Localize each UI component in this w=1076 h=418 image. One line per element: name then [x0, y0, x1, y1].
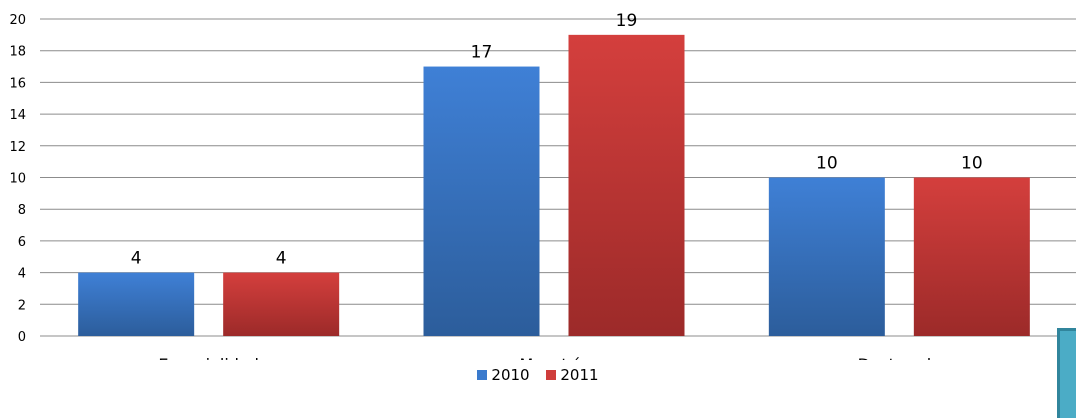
resize-handle[interactable] — [1057, 328, 1076, 418]
y-tick-label-0: 0 — [18, 330, 26, 345]
y-tick-label-20: 20 — [9, 13, 26, 28]
bar-2010-maestría — [423, 66, 540, 337]
data-label-2011-doctorado: 10 — [961, 154, 983, 174]
legend-item-2011: 2011 — [546, 366, 599, 384]
x-tick-label-1: Maestría — [520, 355, 589, 360]
x-tick-label-2: Doctorado — [858, 355, 941, 360]
y-tick-label-2: 2 — [18, 298, 26, 313]
y-tick-label-8: 8 — [18, 203, 26, 218]
legend-label-2010: 2010 — [491, 366, 530, 384]
legend-swatch-2011 — [546, 370, 557, 380]
y-tick-label-16: 16 — [9, 76, 26, 91]
bar-2011-doctorado — [913, 177, 1030, 336]
legend-label-2011: 2011 — [560, 366, 599, 384]
legend-swatch-2010 — [477, 370, 488, 380]
bar-2011-especialidad — [223, 272, 340, 336]
y-axis: 0 2 4 6 8 10 12 14 16 18 20 — [9, 13, 26, 345]
x-axis: Especialidad Maestría Doctorado — [158, 355, 941, 360]
bar-chart: 0 2 4 6 8 10 12 14 16 18 20 4 4 17 19 10 10 Especialida… — [9, 11, 1076, 360]
y-tick-label-14: 14 — [9, 108, 26, 123]
y-tick-label-18: 18 — [9, 45, 26, 60]
bar-2010-especialidad — [78, 272, 195, 336]
data-labels-group: 4 4 17 19 10 10 — [131, 11, 983, 269]
y-tick-label-10: 10 — [9, 172, 26, 187]
x-tick-label-0: Especialidad — [158, 355, 259, 360]
gridlines — [40, 18, 1076, 337]
data-label-2010-doctorado: 10 — [816, 154, 838, 174]
data-label-2011-maestría: 19 — [616, 11, 638, 31]
y-tick-label-4: 4 — [18, 267, 26, 282]
data-label-2010-maestría: 17 — [471, 43, 493, 63]
legend-item-2010: 2010 — [477, 366, 530, 384]
bars-group — [78, 34, 1030, 337]
y-tick-label-12: 12 — [9, 140, 26, 155]
data-label-2011-especialidad: 4 — [276, 249, 287, 269]
bar-2011-maestría — [568, 34, 685, 336]
data-label-2010-especialidad: 4 — [131, 249, 142, 269]
y-tick-label-6: 6 — [18, 235, 26, 250]
legend: 2010 2011 — [0, 366, 1076, 384]
bar-2010-doctorado — [768, 177, 885, 336]
